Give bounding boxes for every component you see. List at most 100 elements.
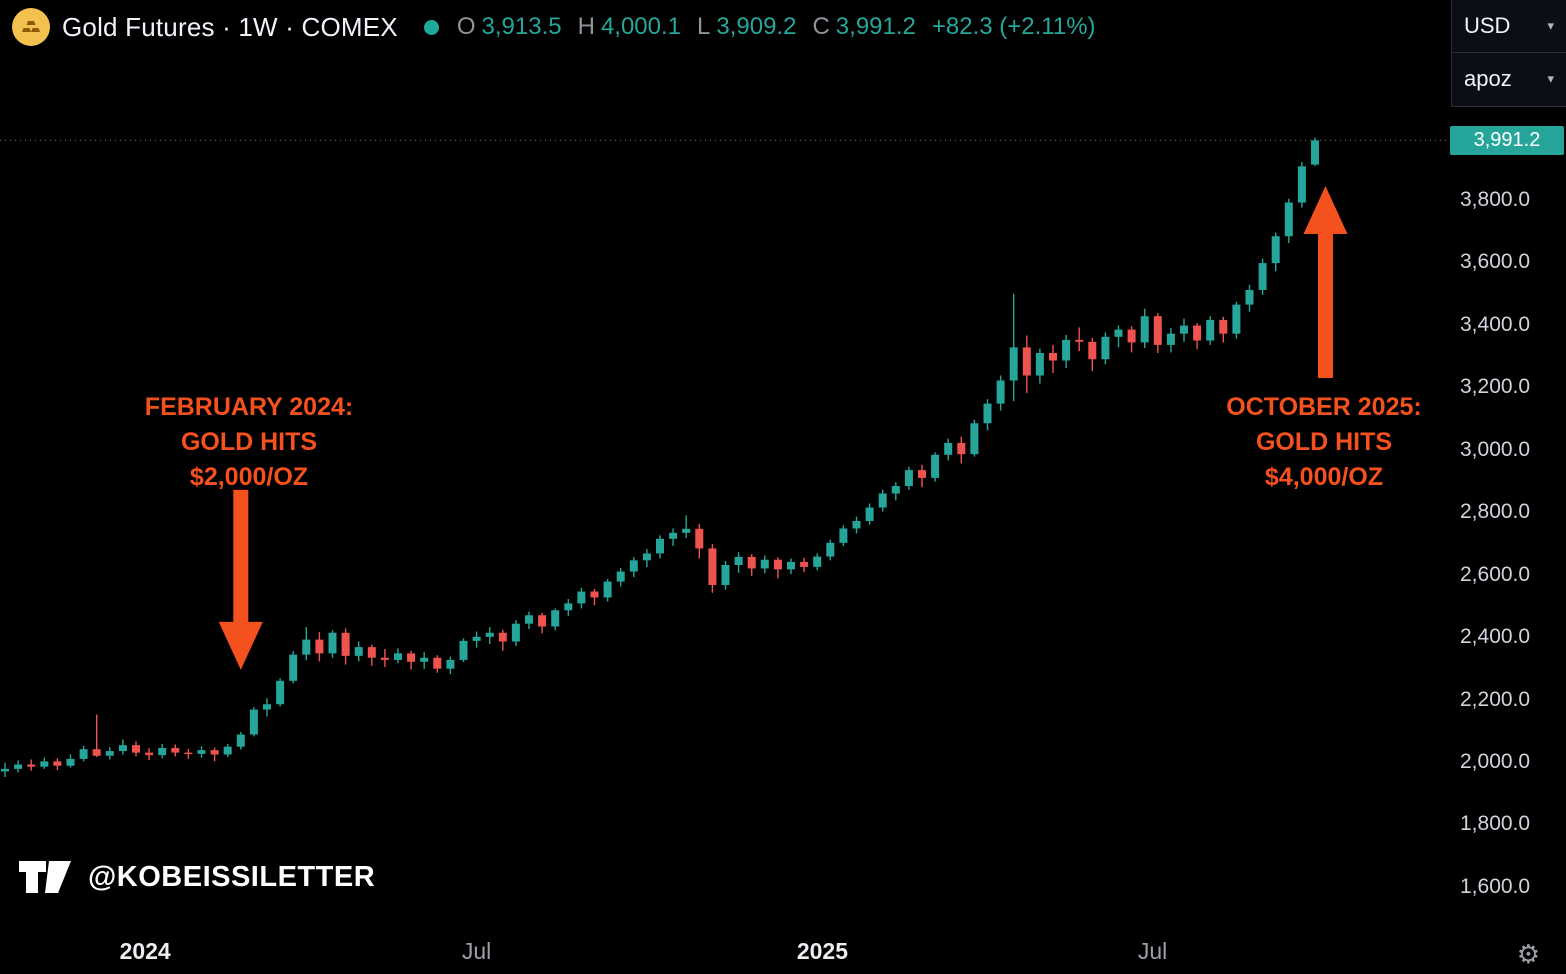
- candle: [1114, 325, 1123, 348]
- candle: [891, 482, 900, 501]
- candle: [1219, 316, 1228, 343]
- currency-value: USD: [1464, 13, 1511, 38]
- candle: [236, 732, 245, 750]
- x-axis-tick: 2025: [796, 938, 849, 964]
- x-axis-tick: 2024: [119, 938, 171, 964]
- close-label: C: [812, 13, 830, 40]
- y-axis-tick: 3,800.0: [1460, 188, 1531, 212]
- y-axis-tick: 2,400.0: [1460, 625, 1531, 649]
- candle: [263, 698, 271, 717]
- candle: [92, 714, 101, 758]
- candle: [1232, 301, 1241, 339]
- high-label: H: [577, 13, 595, 40]
- y-axis-tick: 2,800.0: [1460, 500, 1531, 524]
- y-axis-tick: 2,000.0: [1460, 750, 1531, 773]
- open-value: 3,913.5: [481, 13, 562, 40]
- annotation-line: FEBRUARY 2024:: [144, 393, 354, 421]
- currency-dropdown[interactable]: USD ▾: [1452, 0, 1566, 52]
- candle: [1193, 323, 1202, 350]
- high-value: 4,000.1: [600, 13, 682, 40]
- candle: [79, 745, 88, 762]
- candle: [564, 599, 573, 616]
- candle: [132, 741, 140, 757]
- y-axis-tick: 3,400.0: [1460, 312, 1531, 336]
- candle: [197, 746, 206, 758]
- watermark-handle: @KOBEISSILETTER: [88, 860, 376, 893]
- candle: [551, 608, 560, 631]
- candle: [158, 743, 167, 759]
- time-axis[interactable]: 2024 Jul 2025 Jul: [0, 936, 1450, 974]
- candle: [1166, 328, 1175, 353]
- candle: [747, 554, 756, 576]
- candle: [27, 759, 36, 771]
- candle: [813, 553, 822, 571]
- candle: [970, 419, 979, 457]
- chevron-down-icon: ▾: [1547, 71, 1554, 86]
- candle: [695, 524, 704, 559]
- candle: [40, 757, 49, 769]
- candle: [642, 549, 651, 568]
- candle: [171, 744, 180, 757]
- y-axis-tick: 1,800.0: [1460, 812, 1531, 836]
- candle: [66, 754, 75, 768]
- candle: [760, 555, 769, 574]
- candle: [1140, 308, 1149, 349]
- candle: [734, 552, 743, 573]
- candle: [145, 748, 154, 761]
- candle: [1035, 348, 1044, 384]
- candle: [380, 648, 389, 668]
- candle: [1258, 258, 1267, 295]
- candle: [446, 656, 455, 674]
- annotation-arrow-up[interactable]: [1303, 185, 1348, 378]
- annotation-line: $2,000/OZ: [189, 463, 309, 491]
- candle: [904, 466, 913, 490]
- x-axis-tick: Jul: [461, 938, 492, 964]
- candle: [1297, 161, 1306, 208]
- annotation-arrow-down[interactable]: [218, 489, 263, 670]
- candle: [773, 557, 782, 579]
- candle: [289, 650, 298, 684]
- candle: [1180, 318, 1188, 342]
- candle: [1062, 334, 1071, 369]
- candle: [1101, 332, 1110, 365]
- annotation-line: GOLD HITS: [180, 428, 318, 456]
- candle: [433, 655, 442, 673]
- candle: [420, 652, 429, 669]
- candle: [210, 747, 219, 762]
- price-axis[interactable]: 3,991.2 3,800.0 3,600.0 3,400.0 3,200.0 3,00…: [1450, 0, 1566, 974]
- low-value: 3,909.2: [716, 13, 797, 40]
- close-value: 3,991.2: [835, 13, 916, 40]
- candle: [1009, 293, 1018, 402]
- candle: [708, 544, 717, 593]
- candle: [1153, 313, 1162, 354]
- candle: [53, 758, 62, 771]
- candle: [14, 760, 23, 773]
- candle: [394, 648, 402, 664]
- candle: [983, 399, 992, 431]
- candle: [1311, 137, 1319, 166]
- candle: [1271, 232, 1280, 272]
- annotation-feb-2024: FEBRUARY 2024: GOLD HITS $2,000/OZ: [99, 390, 399, 495]
- candle: [105, 747, 114, 760]
- y-axis-tick: 1,600.0: [1460, 874, 1531, 898]
- candle: [249, 707, 258, 737]
- candle: [341, 628, 350, 665]
- candle: [315, 632, 324, 662]
- y-axis-tick: 2,200.0: [1460, 687, 1531, 711]
- candle: [590, 589, 599, 606]
- candle: [682, 515, 691, 538]
- symbol-title[interactable]: Gold Futures · 1W · COMEX: [62, 11, 398, 42]
- settings-gear-icon[interactable]: ⚙: [1516, 939, 1540, 969]
- candle: [354, 641, 363, 662]
- annotation-line: GOLD HITS: [1255, 428, 1393, 456]
- candle: [1127, 326, 1136, 353]
- candle: [826, 539, 835, 561]
- candle: [367, 644, 376, 666]
- candle: [1284, 198, 1293, 244]
- gold-symbol-icon[interactable]: [12, 8, 50, 46]
- candle: [1206, 316, 1215, 345]
- unit-dropdown[interactable]: apoz ▾: [1452, 52, 1566, 105]
- candle: [721, 560, 730, 590]
- candle: [1075, 327, 1084, 352]
